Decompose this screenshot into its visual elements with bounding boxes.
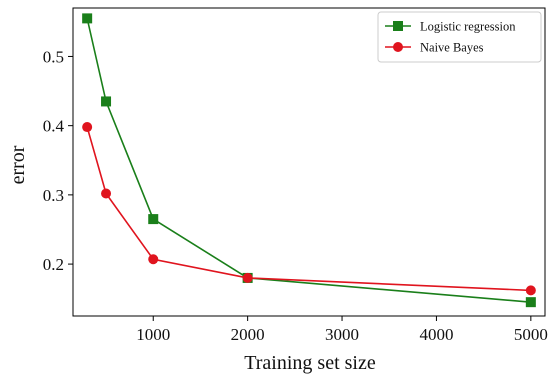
legend-box: [377, 11, 542, 63]
data-point: [525, 285, 536, 296]
series-2: [82, 122, 536, 296]
legend-marker: [393, 21, 403, 31]
x-tick-label: 3000: [325, 325, 359, 344]
y-tick-label: 0.3: [43, 186, 64, 205]
data-point: [148, 254, 159, 265]
plot-area: [72, 7, 546, 317]
y-axis-label: error: [7, 145, 29, 184]
legend-label: Naive Bayes: [420, 41, 484, 55]
x-tick-label: 5000: [514, 325, 548, 344]
x-axis-label: Training set size: [244, 352, 376, 374]
data-point: [242, 272, 253, 283]
legend-label: Logistic regression: [420, 20, 516, 34]
x-axis-ticks: 1000 2000 3000 4000 5000: [136, 316, 548, 344]
data-point: [101, 96, 112, 107]
y-tick-label: 0.5: [43, 47, 64, 66]
data-point: [82, 122, 93, 133]
plot-frame: [72, 7, 546, 317]
legend-item: Logistic regression: [385, 20, 516, 34]
y-axis-ticks: 0.2 0.3 0.4 0.5: [43, 47, 73, 274]
series-line: [86, 126, 531, 292]
x-tick-label: 1000: [136, 325, 170, 344]
series-layer: [82, 13, 536, 308]
data-point: [82, 13, 93, 24]
legend-item: Naive Bayes: [385, 41, 484, 55]
y-tick-label: 0.4: [43, 117, 65, 136]
data-point: [101, 188, 112, 199]
data-point: [148, 214, 159, 225]
y-tick-label: 0.2: [43, 255, 64, 274]
legend: Logistic regression Naive Bayes: [377, 11, 542, 63]
data-point: [525, 297, 536, 308]
x-tick-label: 2000: [231, 325, 265, 344]
legend-marker: [393, 42, 403, 52]
x-tick-label: 4000: [419, 325, 453, 344]
